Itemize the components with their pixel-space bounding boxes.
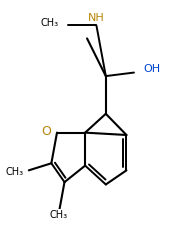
Text: OH: OH [143, 64, 160, 74]
Text: NH: NH [88, 13, 105, 23]
Text: O: O [41, 125, 51, 138]
Text: CH₃: CH₃ [50, 210, 68, 220]
Text: CH₃: CH₃ [5, 167, 23, 177]
Text: CH₃: CH₃ [41, 18, 59, 28]
